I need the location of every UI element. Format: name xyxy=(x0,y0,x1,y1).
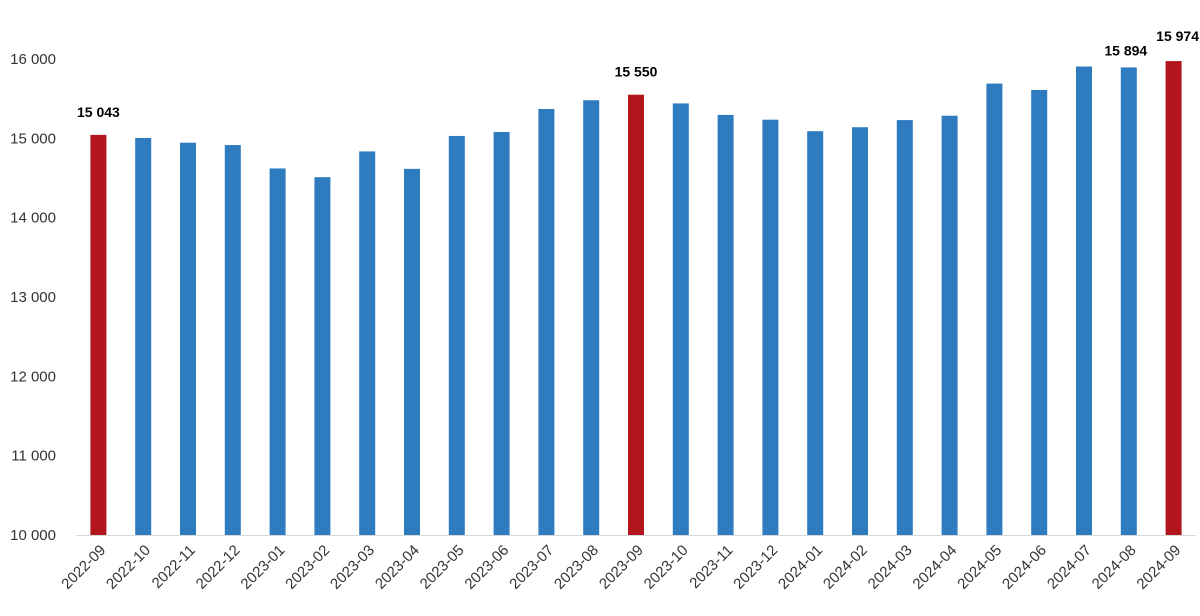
bar xyxy=(941,115,958,536)
x-tick-label: 2024-04 xyxy=(909,542,960,593)
bar xyxy=(762,119,779,535)
x-axis-ticks: 2022-092022-102022-112022-122023-012023-… xyxy=(58,542,1184,593)
bar xyxy=(224,145,241,535)
bar xyxy=(538,108,555,535)
x-tick-label: 2023-03 xyxy=(327,542,378,593)
x-tick-label: 2023-09 xyxy=(596,542,647,593)
data-label: 15 894 xyxy=(1104,42,1147,58)
x-tick-label: 2024-02 xyxy=(820,542,871,593)
x-tick-label: 2022-10 xyxy=(103,542,154,593)
y-tick-label: 12 000 xyxy=(10,368,56,385)
x-tick-label: 2023-12 xyxy=(730,542,781,593)
bar xyxy=(807,131,824,535)
bar xyxy=(493,131,510,535)
data-labels: 15 043 15 550 15 894 15 974 xyxy=(77,28,1199,120)
y-tick-label: 11 000 xyxy=(11,448,56,465)
bar xyxy=(180,142,196,536)
bar xyxy=(986,83,1003,536)
bars xyxy=(90,61,1182,536)
bar xyxy=(672,103,689,535)
x-tick-label: 2024-05 xyxy=(954,542,1005,593)
bar-highlighted xyxy=(90,134,107,535)
y-tick-label: 16 000 xyxy=(10,51,56,68)
x-tick-label: 2023-08 xyxy=(551,542,602,593)
x-tick-label: 2024-08 xyxy=(1089,542,1140,593)
bar xyxy=(1076,66,1092,535)
bar xyxy=(448,135,465,535)
bar xyxy=(359,151,376,535)
y-tick-label: 13 000 xyxy=(10,289,56,306)
x-tick-label: 2024-07 xyxy=(1044,542,1095,593)
data-label: 15 550 xyxy=(615,64,658,80)
x-tick-label: 2024-09 xyxy=(1133,542,1184,593)
y-axis-ticks: 10 000 11 000 12 000 13 000 14 000 15 000 16 0… xyxy=(10,51,56,544)
bar xyxy=(135,137,152,536)
data-label: 15 974 xyxy=(1156,28,1199,44)
bar xyxy=(852,127,868,535)
x-tick-label: 2023-10 xyxy=(641,542,692,593)
bar-highlighted xyxy=(1165,61,1182,535)
bar xyxy=(583,100,600,536)
x-tick-label: 2024-03 xyxy=(865,542,916,593)
x-tick-label: 2023-04 xyxy=(372,542,423,593)
y-tick-label: 10 000 xyxy=(10,527,56,544)
x-tick-label: 2023-11 xyxy=(686,542,736,592)
bar xyxy=(1031,89,1048,535)
bar xyxy=(404,168,420,536)
x-tick-label: 2022-09 xyxy=(58,542,109,593)
bar xyxy=(314,177,331,535)
y-tick-label: 15 000 xyxy=(10,130,56,147)
x-tick-label: 2024-06 xyxy=(999,542,1050,593)
y-tick-label: 14 000 xyxy=(10,210,56,227)
x-tick-label: 2022-12 xyxy=(193,542,244,593)
x-tick-label: 2023-01 xyxy=(237,542,288,593)
bar-highlighted xyxy=(628,94,644,535)
x-tick-label: 2024-01 xyxy=(775,542,826,593)
bar xyxy=(1120,67,1137,535)
x-tick-label: 2023-02 xyxy=(282,542,333,593)
bar xyxy=(717,114,734,536)
data-label: 15 043 xyxy=(77,104,120,120)
x-tick-label: 2023-07 xyxy=(506,542,557,593)
bar xyxy=(269,168,286,536)
x-tick-label: 2023-05 xyxy=(417,542,468,593)
x-tick-label: 2023-06 xyxy=(461,542,512,593)
bar xyxy=(896,120,913,535)
x-tick-label: 2022-11 xyxy=(149,542,199,592)
